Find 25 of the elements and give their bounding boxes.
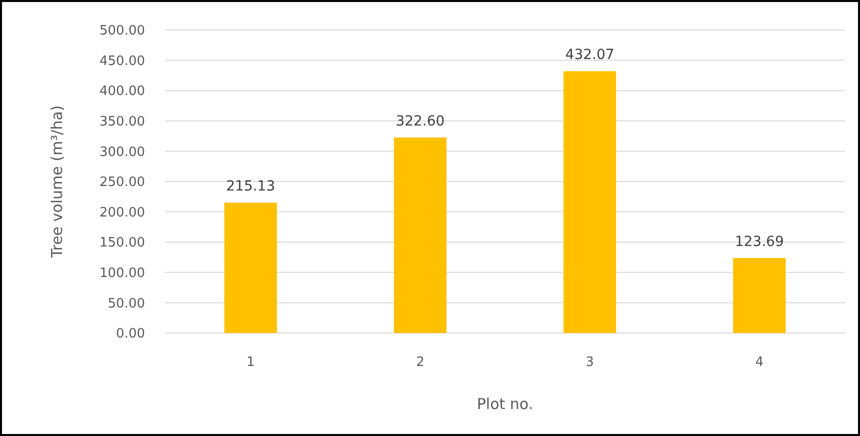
bar [564,71,616,333]
data-label: 432.07 [565,47,614,64]
x-tick-label: 1 [246,355,255,370]
y-tick-label: 50.00 [108,296,145,312]
y-tick-label: 0.00 [116,326,145,342]
y-tick-label: 350.00 [100,114,145,130]
bar [394,138,446,333]
data-label: 123.69 [734,234,784,250]
x-tick-label: 2 [416,355,424,370]
bar [733,258,786,333]
data-label: 215.13 [226,178,276,195]
data-label: 322.60 [396,114,445,130]
y-tick-label: 150.00 [100,236,145,251]
x-tick-label: 3 [586,355,594,370]
y-axis-title: Tree volume (m³/ha) [48,105,66,259]
y-tick-label: 450.00 [100,54,145,69]
y-tick-label: 250.00 [100,175,145,190]
x-tick-label: 4 [755,355,764,370]
y-tick-label: 200.00 [100,205,145,220]
y-tick-label: 300.00 [100,144,145,160]
y-tick-label: 500.00 [100,24,145,39]
bar [224,202,277,333]
y-tick-label: 100.00 [100,266,145,281]
x-axis-title: Plot no. [476,395,534,413]
y-tick-label: 400.00 [100,84,145,100]
